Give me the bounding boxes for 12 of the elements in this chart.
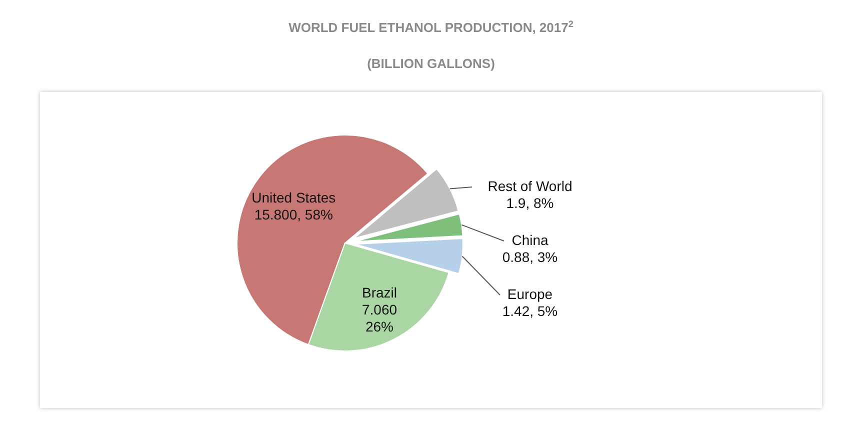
slice-label: Europe <box>507 286 553 302</box>
slice-label: Brazil <box>362 284 398 300</box>
data-label: 1.42, 5% <box>502 302 558 319</box>
data-label: 1.9, 8% <box>506 194 554 211</box>
data-label: 0.88, 3% <box>502 248 558 265</box>
chart-title: WORLD FUEL ETHANOL PRODUCTION, 2017$^{2}$ <box>288 19 574 35</box>
chart-subtitle: (BILLION GALLONS) <box>367 56 495 71</box>
data-label: 7.060 26% <box>362 300 398 334</box>
slice-label: Rest of World <box>488 178 572 194</box>
slice-label: United States <box>252 189 336 206</box>
data-label: 15.800, 58% <box>254 206 333 222</box>
slice-label: China <box>512 232 548 248</box>
